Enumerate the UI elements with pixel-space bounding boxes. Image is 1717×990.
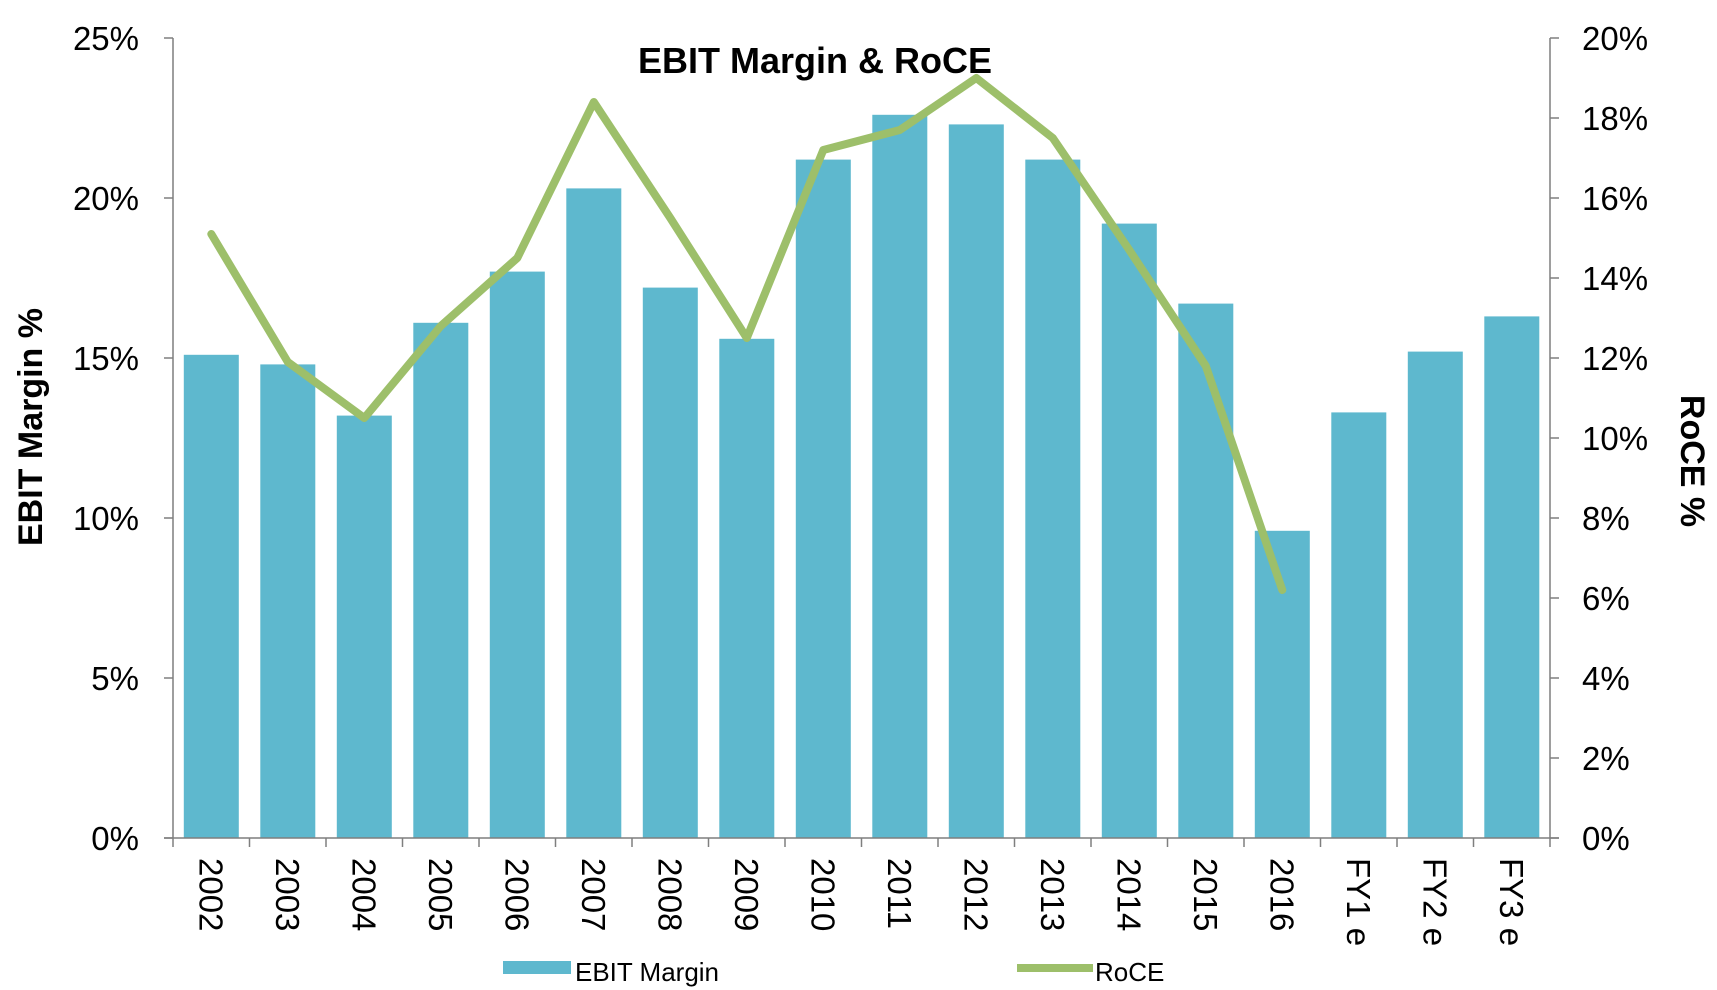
bar-2013 [1025, 159, 1081, 839]
category-label-2008: 2008 [651, 858, 688, 931]
category-label-2004: 2004 [345, 858, 382, 931]
right-tick-label: 10% [1582, 420, 1648, 457]
bar-2005 [413, 322, 469, 838]
bar-2009 [719, 338, 775, 838]
roce-point-2009 [746, 337, 748, 339]
category-labels: 2002 2003 2004 2005 2006 2007 2008 2009 2010 2011… [192, 858, 1530, 946]
left-tick-label: 10% [73, 500, 139, 537]
category-label-2007: 2007 [575, 858, 612, 931]
bar-2008 [642, 287, 698, 839]
roce-point-2011 [899, 129, 901, 131]
category-label-2005: 2005 [422, 858, 459, 931]
category-label-2015: 2015 [1187, 858, 1224, 931]
right-tick-label: 2% [1582, 740, 1630, 777]
legend-label-roce: RoCE [1095, 957, 1164, 987]
bar-2010 [795, 159, 851, 839]
category-label-2013: 2013 [1034, 858, 1071, 931]
bar-2003 [260, 364, 316, 838]
roce-point-2008 [669, 217, 671, 219]
category-label-2002: 2002 [192, 858, 229, 931]
bar-2016 [1254, 530, 1310, 838]
roce-point-2015 [1205, 365, 1207, 367]
right-tick-label: 6% [1582, 580, 1630, 617]
legend-swatch-ebit-margin [503, 961, 571, 974]
category-label-fy1-e: FY1 e [1340, 858, 1377, 946]
right-tick-label: 12% [1582, 340, 1648, 377]
bar-2011 [872, 114, 928, 839]
category-label-2003: 2003 [269, 858, 306, 931]
category-label-2010: 2010 [804, 858, 841, 931]
roce-point-2016 [1281, 589, 1283, 591]
category-label-2009: 2009 [728, 858, 765, 931]
line-series-roce [207, 74, 1287, 594]
roce-point-2012 [975, 77, 977, 79]
right-axis-label: RoCE % [1673, 395, 1711, 527]
roce-point-2002 [210, 233, 212, 235]
left-tick-label: 20% [73, 180, 139, 217]
bar-2006 [489, 271, 545, 839]
category-label-2016: 2016 [1263, 858, 1300, 931]
right-tick-label: 8% [1582, 500, 1630, 537]
left-tick-label: 25% [73, 20, 139, 57]
roce-point-2004 [363, 417, 365, 419]
roce-point-2003 [287, 361, 289, 363]
bar-series-ebit-margin [183, 114, 1540, 839]
right-tick-label: 16% [1582, 180, 1648, 217]
right-axis-ticks: 0% 2% 4% 6% 8% 10% 12% 14% 16% 18% 20% [1550, 20, 1648, 857]
left-tick-label: 0% [91, 820, 139, 857]
bar-fy1-e [1331, 412, 1387, 838]
bar-2002 [183, 354, 239, 838]
bar-2007 [566, 188, 622, 838]
right-tick-label: 14% [1582, 260, 1648, 297]
bar-fy3-e [1484, 316, 1540, 838]
bar-fy2-e [1407, 351, 1463, 838]
bar-2012 [948, 124, 1004, 838]
legend-label-ebit-margin: EBIT Margin [575, 957, 719, 987]
roce-point-2014 [1128, 249, 1130, 251]
roce-point-2010 [822, 149, 824, 151]
legend: EBIT Margin RoCE [503, 957, 1164, 987]
roce-point-2007 [593, 101, 595, 103]
right-tick-label: 0% [1582, 820, 1630, 857]
chart-title: EBIT Margin & RoCE [638, 40, 992, 81]
category-label-2006: 2006 [498, 858, 535, 931]
roce-point-2013 [1052, 137, 1054, 139]
category-label-fy2-e: FY2 e [1416, 858, 1453, 946]
left-axis-ticks: 0% 5% 10% 15% 20% 25% [73, 20, 173, 857]
bar-2015 [1178, 303, 1234, 839]
category-label-2014: 2014 [1110, 858, 1147, 931]
bar-2014 [1101, 223, 1157, 839]
roce-point-2006 [516, 257, 518, 259]
left-tick-label: 15% [73, 340, 139, 377]
right-tick-label: 4% [1582, 660, 1630, 697]
right-tick-label: 18% [1582, 100, 1648, 137]
left-axis-label: EBIT Margin % [12, 308, 50, 546]
category-label-2012: 2012 [957, 858, 994, 931]
left-tick-label: 5% [91, 660, 139, 697]
right-tick-label: 20% [1582, 20, 1648, 57]
category-label-2011: 2011 [881, 858, 918, 929]
roce-point-2005 [440, 325, 442, 327]
category-label-fy3-e: FY3 e [1493, 858, 1530, 946]
bar-2004 [336, 415, 392, 838]
